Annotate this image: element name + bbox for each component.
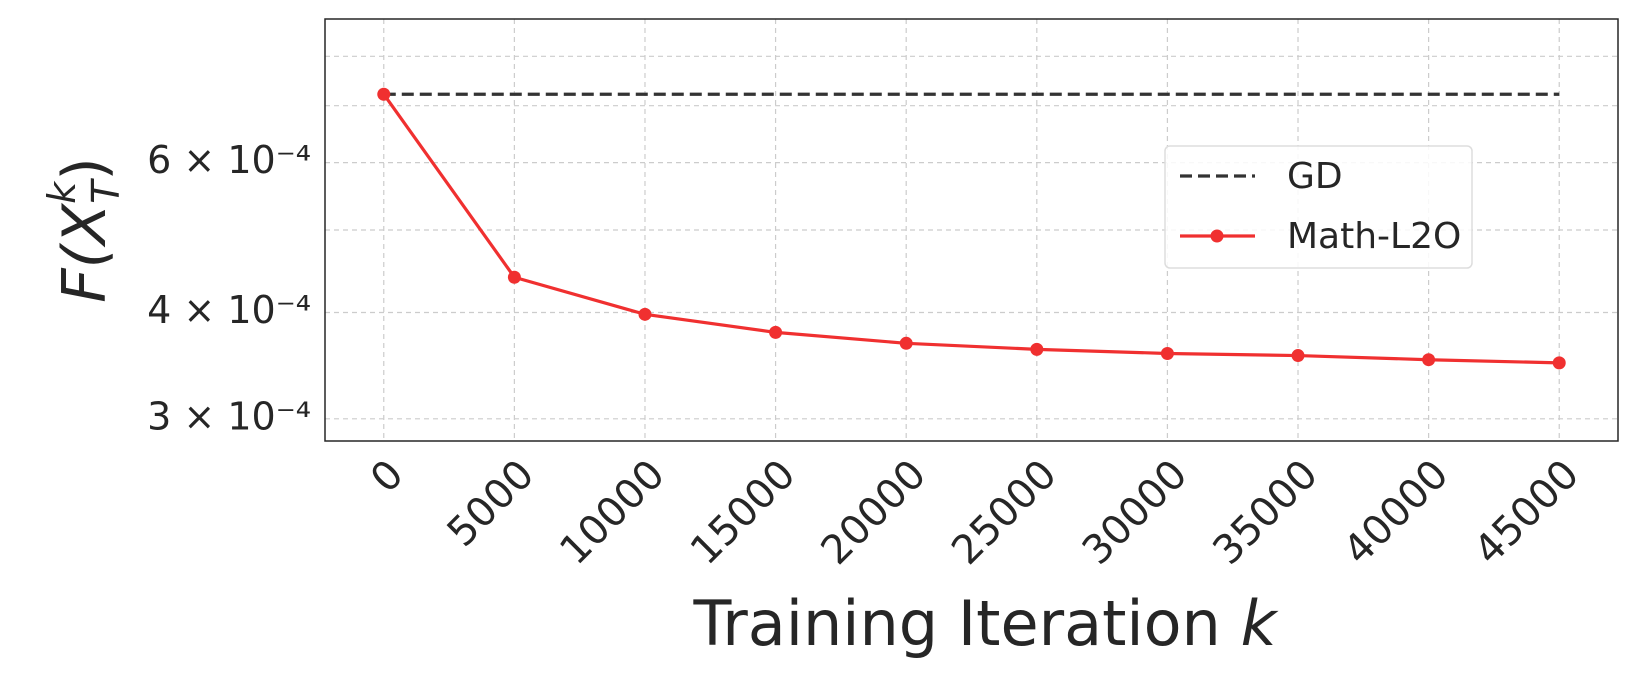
y-label-sub: T (84, 178, 128, 204)
data-point (638, 307, 652, 321)
y-label-main: F(X (50, 202, 120, 303)
plot-frame (324, 18, 1619, 442)
y-tick-label: 4 × 10⁻⁴ (147, 288, 311, 332)
y-label-sup: k (40, 180, 84, 204)
data-point (769, 325, 783, 339)
y-tick-label: 3 × 10⁻⁴ (147, 394, 311, 438)
x-tick-label: 20000 (813, 451, 936, 574)
x-tick-label: 40000 (1335, 451, 1458, 574)
data-point (1552, 356, 1566, 370)
x-tick-label: 45000 (1466, 451, 1589, 574)
data-point (1291, 349, 1305, 363)
legend-label: Math-L2O (1287, 216, 1461, 257)
legend-label: GD (1287, 156, 1343, 197)
x-tick-label: 15000 (682, 451, 805, 574)
x-axis-label: Training Iteration k (693, 587, 1279, 660)
y-tick-label: 6 × 10⁻⁴ (147, 138, 311, 182)
data-point (1160, 346, 1174, 360)
y-axis-label: F(XkT) (40, 157, 128, 303)
legend-marker (1210, 229, 1224, 243)
x-tick-label: 10000 (551, 451, 674, 574)
series-line (382, 93, 1560, 365)
x-tick-label: 5000 (439, 451, 544, 556)
data-point (1030, 342, 1044, 356)
x-label-var: k (1241, 587, 1279, 660)
x-tick-label: 35000 (1204, 451, 1327, 574)
x-tick-label: 25000 (943, 451, 1066, 574)
y-label-close: ) (50, 157, 120, 180)
x-label-text: Training Iteration (693, 587, 1241, 660)
x-tick-label: 30000 (1074, 451, 1197, 574)
data-point (1422, 353, 1436, 367)
data-point (377, 87, 391, 101)
data-point (507, 270, 521, 284)
data-point (899, 336, 913, 350)
x-tick-label: 0 (362, 451, 413, 502)
